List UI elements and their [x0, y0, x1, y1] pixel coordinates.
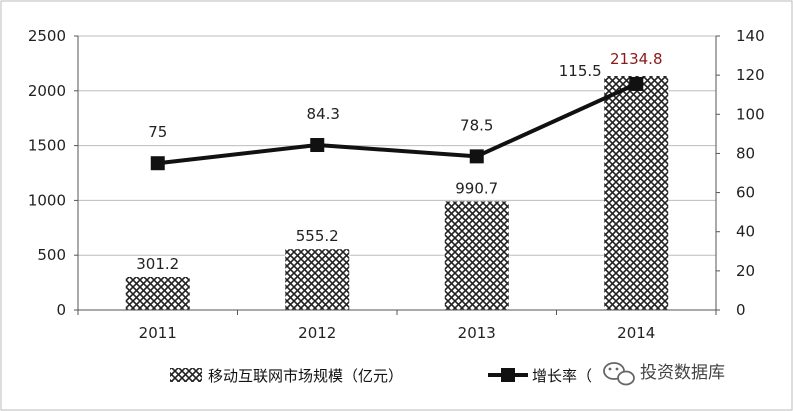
bar: [604, 76, 669, 311]
x-category-label: 2014: [617, 324, 655, 342]
bar-value-label: 990.7: [455, 179, 498, 197]
line-marker: [469, 149, 484, 164]
line-value-label: 78.5: [460, 116, 493, 134]
watermark: 投资数据库: [603, 362, 725, 386]
y-right-tick-label: 120: [736, 66, 765, 84]
wechat-icon: [603, 362, 635, 386]
line-marker: [150, 156, 165, 171]
bar-value-label: 2134.8: [610, 50, 663, 68]
y-left-tick-label: 2500: [28, 27, 66, 45]
y-right-tick-label: 100: [736, 105, 765, 123]
legend-line-label: 增长率（: [532, 367, 592, 385]
x-category-label: 2012: [298, 324, 336, 342]
y-left-tick-label: 1000: [28, 191, 66, 209]
line-marker: [629, 76, 644, 91]
bar: [125, 276, 190, 310]
bar: [444, 201, 509, 310]
y-right-tick-label: 80: [736, 144, 755, 162]
line-marker: [310, 138, 325, 153]
y-right-tick-label: 0: [736, 301, 746, 319]
y-right-tick-label: 20: [736, 262, 755, 280]
bar-value-label: 301.2: [136, 255, 179, 273]
y-left-tick-label: 1500: [28, 137, 66, 155]
x-category-label: 2011: [139, 324, 177, 342]
y-left-tick-label: 500: [37, 246, 66, 264]
x-category-label: 2013: [458, 324, 496, 342]
watermark-text: 投资数据库: [640, 363, 725, 383]
legend-bar-label: 移动互联网市场规模（亿元）: [208, 367, 403, 385]
y-right-tick-label: 40: [736, 223, 755, 241]
y-right-tick-label: 140: [736, 27, 765, 45]
legend: 移动互联网市场规模（亿元） 增长率（: [170, 367, 592, 385]
legend-line-marker: [501, 368, 515, 382]
bar-value-label: 555.2: [296, 227, 339, 245]
line-value-label: 84.3: [307, 105, 340, 123]
line-value-label: 75: [148, 123, 167, 141]
line-value-label: 115.5: [559, 62, 602, 80]
growth-rate-line: [157, 82, 638, 166]
y-left-tick-label: 2000: [28, 82, 66, 100]
y-left-tick-label: 0: [56, 301, 66, 319]
legend-bar-swatch: [170, 368, 202, 382]
bar: [285, 249, 350, 310]
y-right-tick-label: 60: [736, 184, 755, 202]
